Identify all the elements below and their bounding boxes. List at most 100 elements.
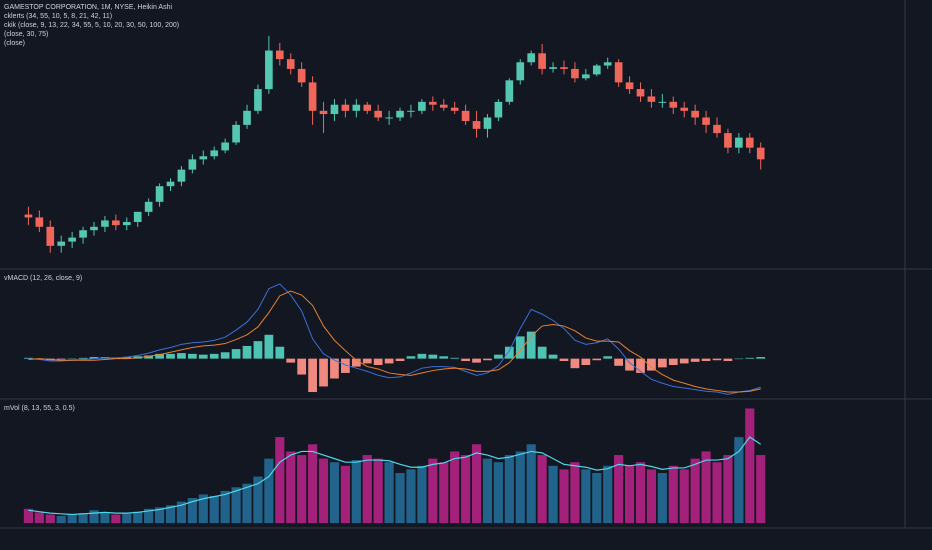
candle-body bbox=[112, 220, 120, 226]
candle-body bbox=[90, 226, 98, 231]
candle-body bbox=[429, 101, 437, 105]
macd-line bbox=[28, 283, 761, 395]
histogram-bar bbox=[177, 353, 186, 359]
candle-body bbox=[418, 101, 426, 111]
volume-bar bbox=[679, 469, 689, 524]
volume-bar bbox=[297, 455, 307, 524]
candle-body bbox=[691, 110, 699, 118]
candle-body bbox=[505, 80, 514, 102]
candle-body bbox=[658, 101, 667, 103]
volume-bar bbox=[493, 462, 503, 524]
volume-bar bbox=[406, 469, 416, 524]
candle-body bbox=[319, 110, 328, 115]
candle-body bbox=[177, 169, 186, 182]
volume-bar bbox=[526, 444, 536, 524]
volume-bar bbox=[122, 513, 132, 524]
volume-bar bbox=[275, 437, 285, 524]
volume-bar bbox=[351, 460, 361, 524]
histogram-bar bbox=[155, 353, 164, 359]
candle-body bbox=[133, 211, 142, 222]
volume-bar bbox=[635, 462, 646, 524]
indicator-legend: (close) bbox=[4, 40, 25, 47]
candle-body bbox=[396, 110, 404, 118]
volume-bar bbox=[712, 462, 722, 524]
volume-bar bbox=[395, 472, 405, 524]
candle-body bbox=[210, 150, 219, 157]
histogram-bar bbox=[461, 358, 470, 362]
histogram-bar bbox=[231, 349, 241, 359]
histogram-bar bbox=[592, 358, 602, 361]
histogram-bar bbox=[362, 358, 372, 364]
histogram-bar bbox=[406, 356, 416, 359]
volume-bar bbox=[461, 455, 471, 524]
volume-bar bbox=[701, 451, 711, 524]
histogram-bar bbox=[515, 336, 525, 359]
volume-bar bbox=[362, 455, 372, 524]
candle-body bbox=[582, 74, 590, 79]
indicator-legend: (close, 30, 75) bbox=[4, 31, 48, 38]
volume-bar bbox=[231, 487, 241, 524]
volume-bar bbox=[657, 472, 667, 524]
volume-bar bbox=[504, 455, 514, 524]
histogram-bar bbox=[253, 341, 263, 359]
histogram-bar bbox=[701, 358, 711, 362]
volume-bar bbox=[242, 483, 252, 524]
histogram-bar bbox=[198, 354, 208, 359]
candle-body bbox=[494, 101, 503, 118]
volume-bar bbox=[329, 462, 340, 524]
histogram-bar bbox=[526, 331, 536, 359]
volume-bar bbox=[592, 472, 602, 524]
volume-bar bbox=[646, 469, 657, 524]
histogram-bar bbox=[668, 358, 678, 365]
volume-bar bbox=[176, 501, 187, 524]
volume-bar bbox=[734, 437, 744, 524]
candle-body bbox=[24, 214, 33, 218]
candle-body bbox=[232, 124, 240, 143]
volume-bar bbox=[23, 508, 34, 524]
candle-body bbox=[472, 121, 481, 129]
plot-area bbox=[0, 0, 905, 528]
volume-bar bbox=[34, 512, 44, 524]
histogram-bar bbox=[297, 358, 307, 375]
histogram-bar bbox=[395, 358, 405, 362]
candle-body bbox=[144, 201, 153, 212]
volume-bar bbox=[570, 462, 580, 524]
histogram-bar bbox=[581, 358, 591, 365]
histogram-bar bbox=[690, 358, 700, 362]
histogram-bar bbox=[319, 358, 328, 387]
histogram-bar bbox=[308, 358, 317, 393]
candle-body bbox=[155, 186, 164, 202]
macd-title: vMACD (12, 26, close, 9) bbox=[4, 275, 82, 282]
candle-body bbox=[560, 67, 568, 69]
candle-body bbox=[680, 107, 689, 111]
candle-body bbox=[363, 104, 372, 111]
volume-bar bbox=[373, 458, 383, 524]
histogram-bar bbox=[636, 358, 645, 373]
volume-bar bbox=[603, 465, 613, 524]
histogram-bar bbox=[384, 358, 394, 364]
volume-bar bbox=[111, 514, 121, 524]
histogram-bar bbox=[657, 358, 667, 368]
candle-body bbox=[527, 53, 536, 63]
volume-bar bbox=[745, 408, 755, 524]
candle-body bbox=[46, 226, 55, 246]
candle-body bbox=[625, 82, 634, 90]
histogram-bar bbox=[351, 358, 361, 367]
candle-body bbox=[669, 101, 678, 108]
histogram-bar bbox=[439, 356, 449, 359]
candle-body bbox=[592, 65, 601, 75]
histogram-bar bbox=[483, 358, 492, 361]
candle-body bbox=[636, 89, 645, 97]
candle-body bbox=[724, 133, 732, 148]
candle-body bbox=[538, 53, 546, 69]
candle-body bbox=[297, 68, 306, 83]
volume-bar bbox=[165, 505, 176, 524]
candle-body bbox=[341, 104, 350, 111]
candle-body bbox=[286, 59, 295, 69]
volume-bar bbox=[581, 469, 591, 524]
histogram-bar bbox=[166, 353, 175, 359]
indicator-legend: ckik (close, 9, 13, 22, 34, 55, 5, 10, 2… bbox=[4, 22, 179, 29]
candle-body bbox=[450, 107, 459, 111]
histogram-bar bbox=[504, 346, 514, 359]
